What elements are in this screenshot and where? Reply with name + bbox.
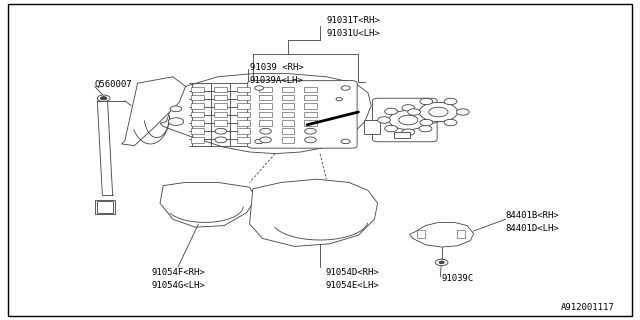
Text: 91031T<RH>: 91031T<RH> <box>326 16 380 25</box>
Bar <box>259 87 272 92</box>
Circle shape <box>260 128 271 134</box>
Bar <box>237 112 250 117</box>
Circle shape <box>419 125 432 132</box>
Text: 91039C: 91039C <box>442 274 474 283</box>
Polygon shape <box>250 179 378 246</box>
FancyBboxPatch shape <box>372 98 437 142</box>
Circle shape <box>215 128 227 134</box>
Polygon shape <box>410 222 474 247</box>
Bar <box>304 112 317 117</box>
Circle shape <box>420 98 433 105</box>
Bar <box>191 87 204 92</box>
Circle shape <box>399 115 418 125</box>
Bar <box>304 103 317 109</box>
Bar <box>282 128 294 134</box>
Circle shape <box>305 137 316 143</box>
Text: 91054G<LH>: 91054G<LH> <box>151 281 205 290</box>
Text: 91031U<LH>: 91031U<LH> <box>326 29 380 38</box>
Text: 84401D<LH>: 84401D<LH> <box>506 224 559 233</box>
Circle shape <box>255 86 264 90</box>
Bar <box>259 120 272 126</box>
Bar <box>259 103 272 109</box>
Bar <box>259 112 272 117</box>
Circle shape <box>215 137 227 143</box>
Text: Q560007: Q560007 <box>95 80 132 89</box>
Bar <box>191 112 204 117</box>
Bar <box>259 95 272 100</box>
Bar <box>417 230 425 238</box>
FancyBboxPatch shape <box>248 81 357 148</box>
Polygon shape <box>160 182 256 227</box>
Bar <box>282 112 294 117</box>
Text: 91054D<RH>: 91054D<RH> <box>325 268 379 277</box>
Circle shape <box>305 128 316 134</box>
Bar <box>191 137 204 143</box>
Bar <box>282 120 294 126</box>
Circle shape <box>385 125 397 132</box>
Bar <box>191 128 204 134</box>
Bar <box>364 120 380 134</box>
Bar <box>214 112 227 117</box>
Circle shape <box>408 109 420 115</box>
Circle shape <box>402 105 415 111</box>
Circle shape <box>97 95 110 101</box>
Bar <box>304 87 317 92</box>
Bar <box>282 137 294 143</box>
Circle shape <box>419 102 458 122</box>
Circle shape <box>378 117 390 123</box>
Bar <box>237 95 250 100</box>
Bar <box>191 103 204 109</box>
Circle shape <box>385 108 397 115</box>
Bar <box>394 132 410 138</box>
Circle shape <box>389 110 428 130</box>
Bar <box>457 230 465 238</box>
Bar <box>214 120 227 126</box>
Circle shape <box>168 118 184 125</box>
Bar <box>191 120 204 126</box>
Circle shape <box>426 117 439 123</box>
Bar <box>237 137 250 143</box>
Circle shape <box>444 119 457 126</box>
Bar <box>214 87 227 92</box>
Polygon shape <box>122 77 186 146</box>
Bar <box>191 95 204 100</box>
Text: 91039 <RH>: 91039 <RH> <box>250 63 303 72</box>
Bar <box>214 95 227 100</box>
Bar <box>214 103 227 109</box>
Circle shape <box>336 98 342 101</box>
Circle shape <box>435 259 448 266</box>
Text: 91039A<LH>: 91039A<LH> <box>250 76 303 84</box>
Bar <box>237 103 250 109</box>
Bar <box>282 103 294 109</box>
Bar <box>95 200 115 214</box>
Circle shape <box>341 86 350 90</box>
Circle shape <box>420 119 433 126</box>
Circle shape <box>402 129 415 135</box>
Circle shape <box>456 109 469 115</box>
Circle shape <box>260 137 271 143</box>
Circle shape <box>100 97 107 100</box>
Bar <box>304 120 317 126</box>
Bar <box>97 201 113 213</box>
Circle shape <box>255 139 264 144</box>
Text: 91054F<RH>: 91054F<RH> <box>151 268 205 277</box>
Circle shape <box>439 261 444 264</box>
Text: A912001117: A912001117 <box>561 303 614 312</box>
Text: 84401B<RH>: 84401B<RH> <box>506 212 559 220</box>
Circle shape <box>341 139 350 144</box>
Circle shape <box>429 107 448 117</box>
Circle shape <box>419 108 432 115</box>
Polygon shape <box>160 74 371 154</box>
Circle shape <box>170 106 182 112</box>
Bar <box>282 95 294 100</box>
Bar <box>237 87 250 92</box>
Circle shape <box>444 98 457 105</box>
Bar <box>237 120 250 126</box>
Bar <box>237 128 250 134</box>
Bar <box>304 95 317 100</box>
Text: 91054E<LH>: 91054E<LH> <box>325 281 379 290</box>
Bar <box>282 87 294 92</box>
